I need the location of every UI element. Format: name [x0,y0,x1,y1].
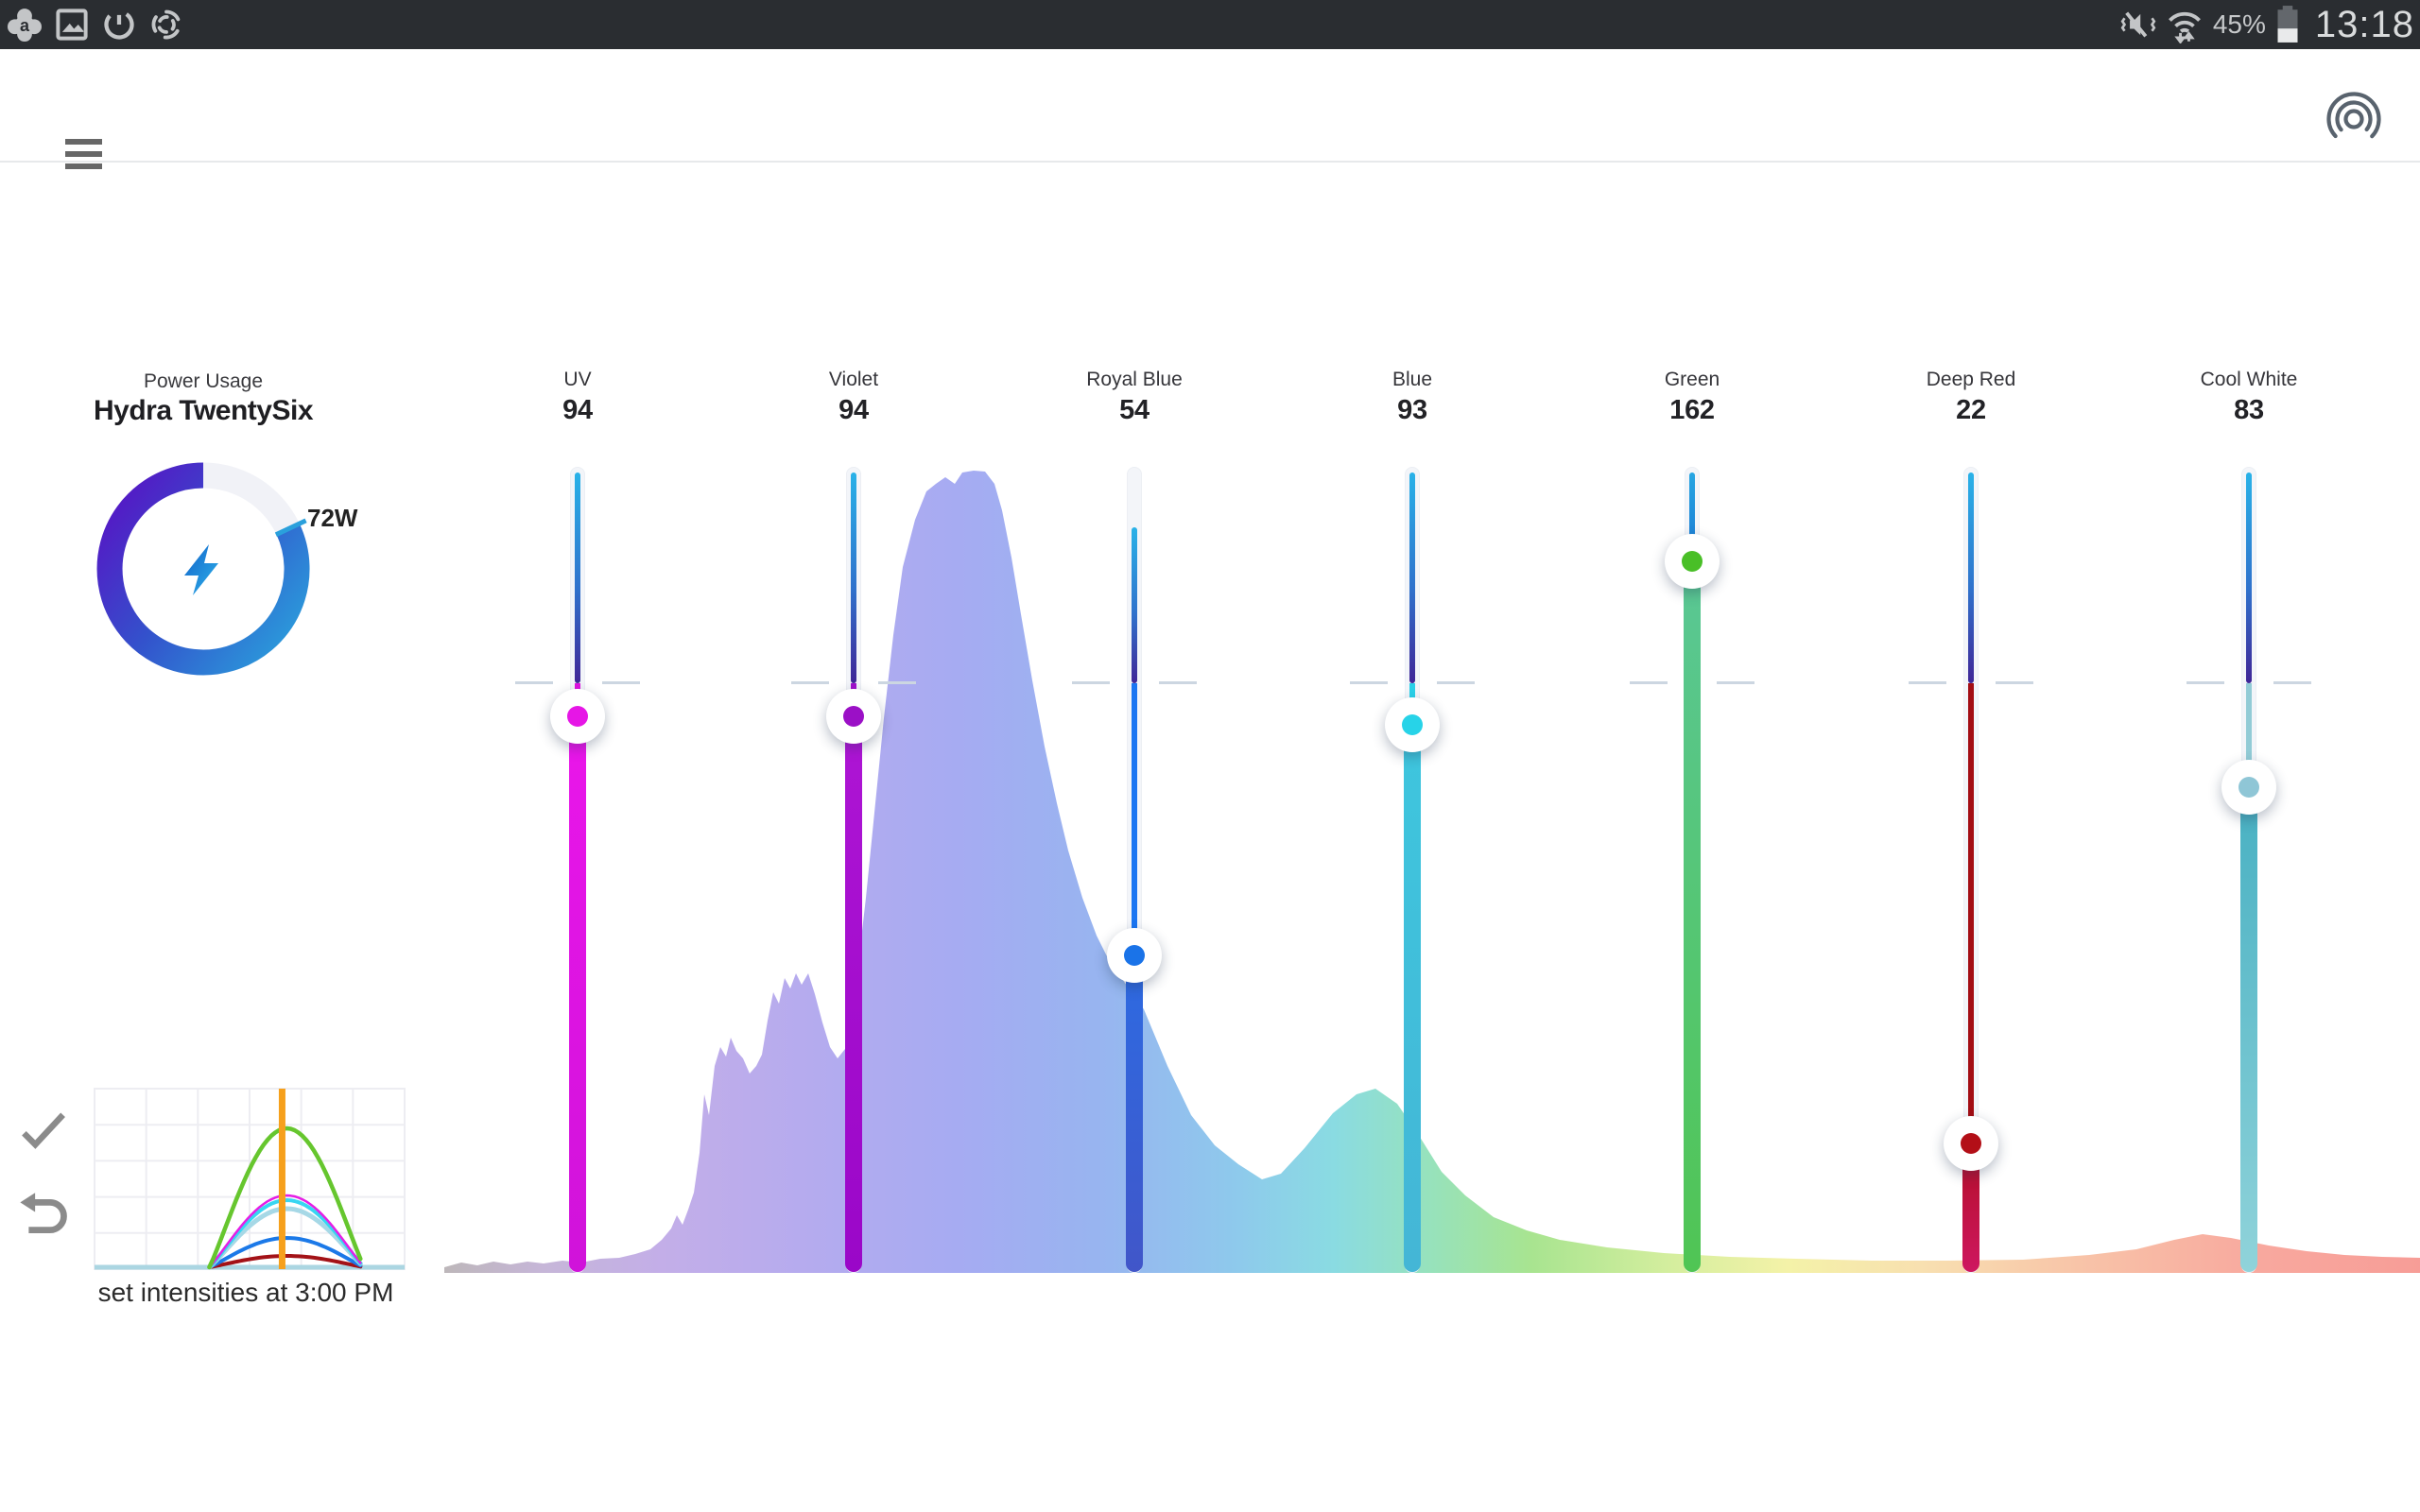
slider-handle-cool-white[interactable] [2221,760,2276,815]
ref-dash-left-royal-blue [1072,681,1110,684]
slider-schedule-line-royal-blue [1132,527,1137,683]
slider-schedule-line-blue [1409,472,1415,683]
ref-dash-right-violet [878,681,916,684]
status-bar: a [0,0,2420,49]
broadcast-target-icon[interactable] [2321,85,2387,151]
ring-fill [96,462,310,676]
channel-value-royal-blue: 54 [1119,395,1150,425]
ring-tick [274,518,307,538]
ref-dash-left-uv [515,681,553,684]
bolt-icon [184,544,218,595]
wattage-value: 72W [307,504,358,532]
status-bar-right: 45% 13:18 [2120,0,2414,49]
ref-dash-left-cool-white [2187,681,2224,684]
slider-schedule-line-green [1689,472,1695,561]
hamburger-menu-icon[interactable] [65,139,102,169]
slider-handle-deep-red[interactable] [1944,1116,1998,1171]
battery-icon [2277,6,2298,43]
slider-handle-royal-blue[interactable] [1107,928,1162,983]
channel-value-blue: 93 [1397,395,1427,425]
channel-label-blue: Blue [1392,369,1433,390]
ref-dash-right-blue [1437,681,1475,684]
ref-dash-left-violet [791,681,829,684]
channel-value-green: 162 [1669,395,1715,425]
slider-segment-cool-white [2246,683,2252,787]
slider-handle-green[interactable] [1665,534,1720,589]
spectral-distribution-fill [444,471,2420,1273]
channel-label-violet: Violet [828,369,879,390]
slider-dot-cool-white [2238,777,2259,798]
slider-schedule-line-uv [575,472,580,683]
power-usage-label: Power Usage [143,370,264,392]
app-bar [0,49,2420,169]
storm-icon [151,9,181,40]
slider-handle-violet[interactable] [826,689,881,744]
schedule-preview-chart[interactable] [91,1085,412,1274]
slider-dot-deep-red [1961,1133,1981,1154]
channel-value-deep-red: 22 [1956,395,1986,425]
slider-dot-royal-blue [1124,945,1145,966]
ref-dash-left-deep-red [1909,681,1946,684]
channel-label-royal-blue: Royal Blue [1086,369,1183,390]
channel-value-cool-white: 83 [2234,395,2264,425]
confirm-check-button[interactable] [19,1106,68,1155]
slider-bar-blue[interactable] [1404,725,1421,1272]
slider-schedule-line-violet [851,472,856,683]
slider-handle-blue[interactable] [1385,697,1440,752]
battery-percent: 45% [2212,9,2266,39]
wifi-icon [2168,11,2201,43]
channel-label-cool-white: Cool White [2200,369,2298,390]
slider-schedule-line-deep-red [1968,472,1974,683]
ref-dash-left-green [1630,681,1668,684]
clock-time: 13:18 [2314,3,2414,45]
undo-button[interactable] [17,1191,68,1242]
slider-schedule-line-cool-white [2246,472,2252,683]
slider-bar-uv[interactable] [569,716,586,1272]
slider-bar-cool-white[interactable] [2240,787,2257,1272]
svg-text:a: a [20,16,30,35]
slider-dot-blue [1402,714,1423,735]
ref-dash-right-uv [602,681,640,684]
slider-bar-violet[interactable] [845,716,862,1272]
mute-vibrate-icon [2120,11,2156,38]
ref-dash-left-blue [1350,681,1388,684]
slider-dot-green [1682,551,1703,572]
slider-handle-uv[interactable] [550,689,605,744]
ref-dash-right-deep-red [1996,681,2033,684]
device-name: Hydra TwentySix [93,395,314,426]
avast-icon: a [8,9,42,42]
channel-value-uv: 94 [562,395,593,425]
slider-segment-royal-blue [1132,683,1137,955]
schedule-caption: set intensities at 3:00 PM [97,1278,394,1307]
slider-bar-deep-red[interactable] [1962,1143,1979,1272]
ref-dash-right-royal-blue [1159,681,1197,684]
slider-bar-green[interactable] [1684,561,1701,1272]
slider-dot-uv [567,706,588,727]
power-ring-gauge [96,462,310,676]
status-bar-left-icons: a [8,0,183,49]
slider-dot-violet [843,706,864,727]
channel-value-violet: 94 [838,395,869,425]
channel-label-green: Green [1664,369,1720,390]
channel-label-uv: UV [563,369,592,390]
ref-dash-right-green [1717,681,1754,684]
slider-segment-deep-red [1968,683,1974,1143]
slider-bar-royal-blue[interactable] [1126,955,1143,1272]
data-usage-icon [104,9,134,40]
ref-dash-right-cool-white [2273,681,2311,684]
channel-label-deep-red: Deep Red [1926,369,2016,390]
gallery-icon [56,9,88,41]
